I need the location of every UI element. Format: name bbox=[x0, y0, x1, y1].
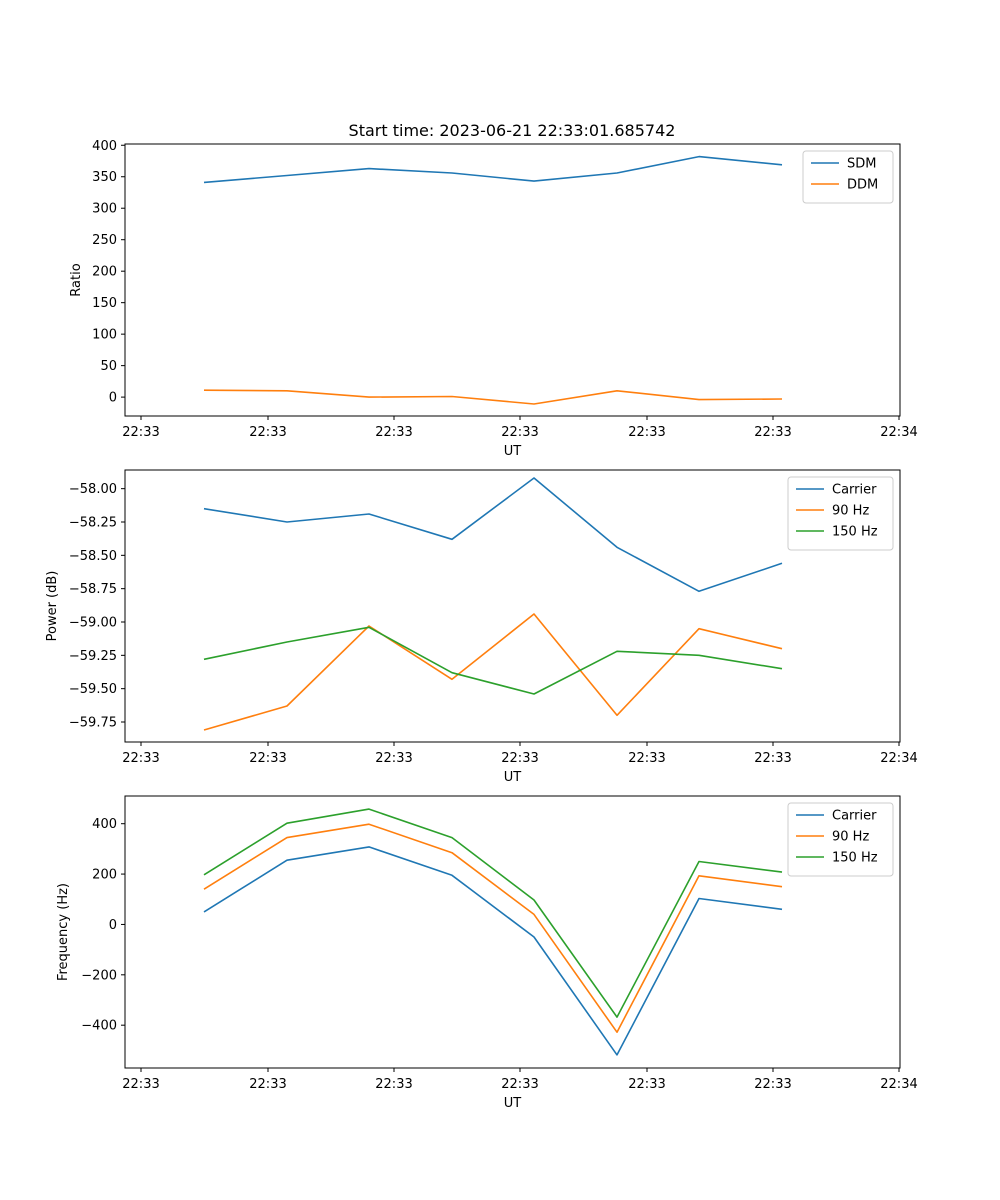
subplot-2: −59.75 −59.50 −59.25 −59.00 −58.75 −58.50 −58.… bbox=[45, 469, 918, 785]
x-tick-label: 22:33 bbox=[249, 751, 286, 766]
y-tick-label: 200 bbox=[92, 265, 117, 280]
x-tick-label: 22:33 bbox=[754, 751, 791, 766]
x-tick-label: 22:33 bbox=[628, 751, 665, 766]
x-tick-label: 22:33 bbox=[501, 1077, 538, 1092]
y-tick-label: −400 bbox=[81, 1019, 117, 1034]
y-tick-label: −59.25 bbox=[69, 649, 117, 664]
x-tick-label: 22:33 bbox=[501, 425, 538, 440]
series-line-sdm bbox=[203, 155, 783, 184]
x-tick-label: 22:33 bbox=[628, 1077, 665, 1092]
x-tick-label: 22:33 bbox=[375, 751, 412, 766]
legend-label: DDM bbox=[847, 178, 878, 193]
y-axis-label: Ratio bbox=[69, 263, 84, 296]
y-tick-label: −58.00 bbox=[69, 482, 117, 497]
subplot-3: −400 −200 0 200 400 22:33 22:33 22:33 22:33 22:33… bbox=[56, 795, 918, 1111]
y-tick-label: −58.75 bbox=[69, 582, 117, 597]
legend-box bbox=[802, 150, 894, 204]
x-tick-label: 22:33 bbox=[122, 425, 159, 440]
y-tick-label: 0 bbox=[109, 391, 117, 406]
subplot-1: 0 50 100 150 200 250 300 350 400 22:33 22:33 22:33 2… bbox=[69, 139, 918, 459]
y-tick-label: −59.50 bbox=[69, 682, 117, 697]
y-tick-label: 150 bbox=[92, 296, 117, 311]
legend-label: 90 Hz bbox=[832, 504, 869, 519]
x-tick-label: 22:33 bbox=[754, 1077, 791, 1092]
series-line-150-hz bbox=[203, 626, 783, 695]
y-tick-label: 400 bbox=[92, 817, 117, 832]
legend-label: Carrier bbox=[832, 809, 877, 824]
series-line-ddm bbox=[203, 389, 783, 405]
x-tick-label: 22:33 bbox=[375, 425, 412, 440]
y-tick-label: 0 bbox=[109, 918, 117, 933]
x-tick-label: 22:33 bbox=[249, 1077, 286, 1092]
legend-label: 90 Hz bbox=[832, 830, 869, 845]
y-tick-label: −58.25 bbox=[69, 516, 117, 531]
x-tick-label: 22:33 bbox=[501, 751, 538, 766]
y-tick-label: 400 bbox=[92, 139, 117, 154]
y-tick-label: 200 bbox=[92, 868, 117, 883]
y-tick-label: 250 bbox=[92, 233, 117, 248]
y-axis-label: Frequency (Hz) bbox=[56, 883, 71, 981]
legend-label: 150 Hz bbox=[832, 851, 878, 866]
x-tick-label: 22:33 bbox=[754, 425, 791, 440]
axes-frame bbox=[124, 795, 901, 1069]
y-tick-label: 350 bbox=[92, 170, 117, 185]
legend-label: 150 Hz bbox=[832, 525, 878, 540]
y-tick-label: −58.50 bbox=[69, 549, 117, 564]
x-tick-label: 22:33 bbox=[122, 751, 159, 766]
y-tick-label: −200 bbox=[81, 968, 117, 983]
y-tick-label: 100 bbox=[92, 328, 117, 343]
x-tick-label: 22:33 bbox=[375, 1077, 412, 1092]
y-tick-label: −59.00 bbox=[69, 616, 117, 631]
axes-frame bbox=[124, 143, 901, 417]
y-tick-label: −59.75 bbox=[69, 716, 117, 731]
x-axis-label: UT bbox=[504, 1096, 522, 1111]
series-line-carrier bbox=[203, 477, 783, 593]
series-line-150-hz bbox=[203, 808, 783, 1018]
series-line-carrier bbox=[203, 846, 783, 1056]
x-axis-label: UT bbox=[504, 770, 522, 785]
series-line-90-hz bbox=[203, 823, 783, 1033]
x-axis-label: UT bbox=[504, 444, 522, 459]
y-tick-label: 300 bbox=[92, 202, 117, 217]
x-tick-label: 22:34 bbox=[880, 1077, 917, 1092]
chart-title: Start time: 2023-06-21 22:33:01.685742 bbox=[349, 121, 676, 140]
x-tick-label: 22:34 bbox=[880, 751, 917, 766]
y-axis-label: Power (dB) bbox=[45, 571, 60, 642]
x-tick-label: 22:33 bbox=[628, 425, 665, 440]
series-line-90-hz bbox=[203, 613, 783, 731]
y-tick-label: 50 bbox=[100, 359, 117, 374]
x-tick-label: 22:33 bbox=[249, 425, 286, 440]
x-tick-label: 22:33 bbox=[122, 1077, 159, 1092]
axes-frame bbox=[124, 469, 901, 743]
legend-label: SDM bbox=[847, 157, 876, 172]
x-tick-label: 22:34 bbox=[880, 425, 917, 440]
legend-label: Carrier bbox=[832, 483, 877, 498]
